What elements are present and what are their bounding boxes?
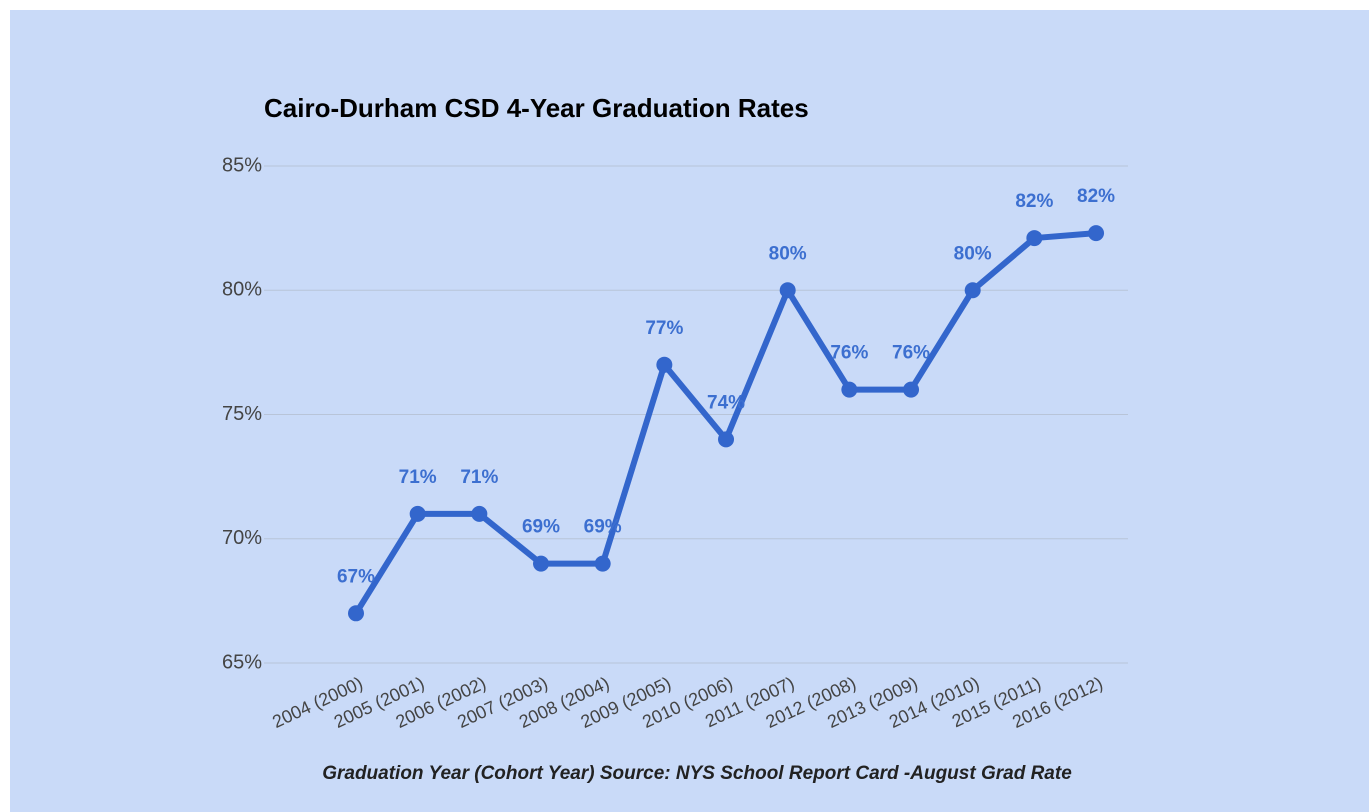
chart-title: Cairo-Durham CSD 4-Year Graduation Rates (264, 93, 809, 123)
point (841, 381, 858, 398)
point (903, 381, 920, 398)
y-tick-label: 65% (222, 651, 262, 673)
point (533, 555, 550, 572)
y-tick-label: 70% (222, 527, 262, 549)
point (471, 505, 488, 522)
x-axis-label: Graduation Year (Cohort Year) Source: NY… (322, 763, 1072, 784)
point (409, 505, 426, 522)
data-label: 76% (892, 343, 930, 364)
data-label: 82% (1015, 191, 1053, 212)
point (348, 605, 364, 622)
data-label: 71% (460, 467, 498, 488)
data-label: 67% (337, 566, 375, 587)
y-tick-label: 80% (222, 279, 262, 301)
data-label: 77% (645, 318, 683, 339)
data-label: 80% (954, 243, 992, 264)
data-label: 80% (769, 243, 807, 264)
point (594, 555, 611, 572)
data-label: 74% (707, 392, 745, 413)
point (1026, 230, 1043, 247)
data-label: 69% (522, 517, 560, 538)
point (656, 356, 673, 373)
y-tick-label: 75% (222, 403, 262, 425)
point (964, 282, 981, 299)
data-label: 76% (830, 343, 868, 364)
data-label: 69% (584, 517, 622, 538)
chart-background (10, 10, 1369, 812)
data-label: 82% (1077, 186, 1115, 207)
data-label: 71% (399, 467, 437, 488)
point (718, 431, 735, 448)
point (779, 282, 796, 299)
point (1088, 225, 1105, 242)
y-tick-label: 85% (222, 154, 262, 176)
